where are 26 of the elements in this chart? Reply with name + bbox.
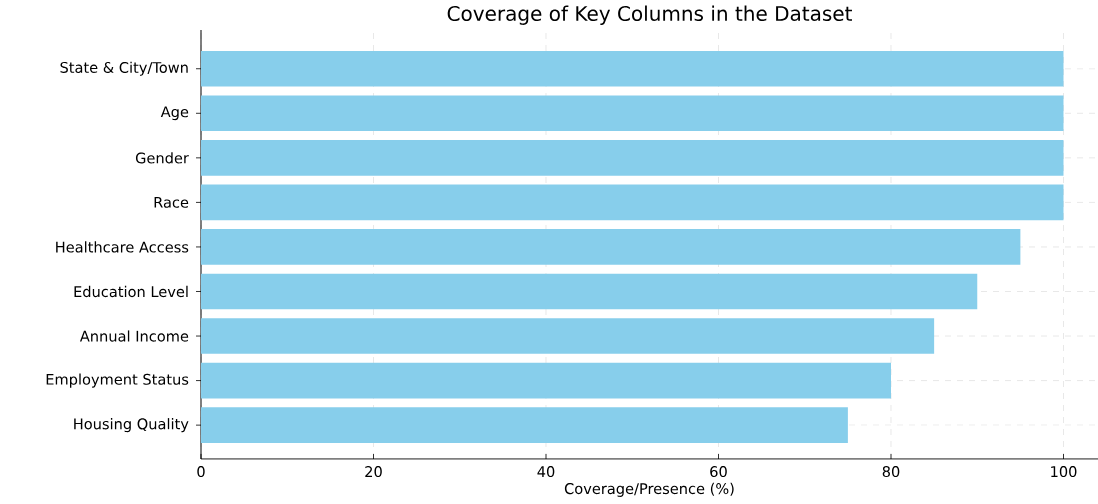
bar: [201, 140, 1064, 176]
bar: [201, 407, 848, 443]
bar: [201, 273, 978, 310]
x-tick-label: 40: [537, 466, 555, 478]
bar: [201, 184, 1064, 221]
chart-title: Coverage of Key Columns in the Dataset: [447, 5, 852, 25]
y-tick-label: Education Level: [74, 285, 188, 298]
y-tick-label: Race: [154, 196, 189, 208]
y-tick-label: Healthcare Access: [56, 241, 189, 253]
bar: [201, 318, 935, 354]
x-tick-label: 100: [1051, 466, 1077, 478]
bar: [201, 50, 1064, 87]
y-tick-label: Annual Income: [79, 330, 189, 342]
bar: [201, 95, 1064, 132]
y-tick-label: Age: [160, 106, 189, 121]
bar: [201, 229, 1021, 265]
x-axis-title: Coverage/Presence (%): [564, 482, 734, 497]
y-tick-label: Employment Status: [46, 373, 189, 388]
x-tick-label: 60: [710, 466, 727, 478]
x-tick-label: 0: [197, 466, 205, 478]
x-tick-label: 20: [365, 466, 382, 478]
bar: [201, 362, 892, 399]
x-tick-label: 80: [882, 466, 900, 478]
y-tick-label: Housing Quality: [74, 418, 189, 433]
y-tick-label: Gender: [135, 152, 189, 164]
y-tick-label: State & City/Town: [60, 61, 188, 76]
